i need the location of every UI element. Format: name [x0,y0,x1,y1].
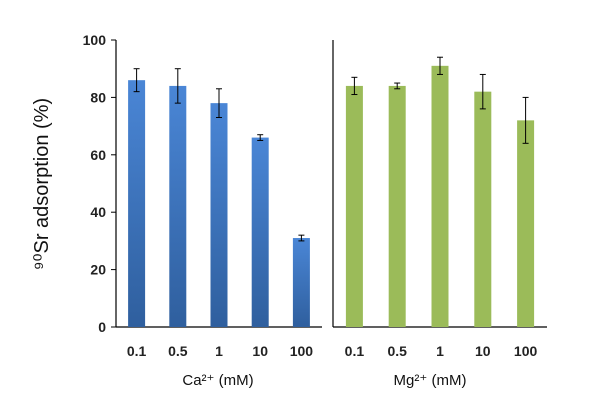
mg-category-label: 0.1 [345,343,365,359]
y-tick-label: 40 [90,204,106,220]
y-tick-label: 20 [90,262,106,278]
ca-category-label: 1 [215,343,223,359]
mg-category-label: 1 [436,343,444,359]
y-tick-label: 0 [98,319,106,335]
ca-bar [210,103,228,327]
mg-category-label: 100 [514,343,538,359]
ca-category-label: 100 [290,343,314,359]
ca-category-label: 0.5 [168,343,188,359]
ca-category-label: 0.1 [127,343,147,359]
y-tick-label: 100 [83,32,107,48]
mg-category-label: 0.5 [387,343,407,359]
mg-bar [431,65,449,327]
ca-bar [251,137,269,327]
mg-bar [474,91,492,327]
y-tick-label: 60 [90,147,106,163]
y-tick-label: 80 [90,89,106,105]
mg-category-label: 10 [475,343,491,359]
mg-axis-label: Mg²⁺ (mM) [394,372,467,389]
ca-axis-label: Ca²⁺ (mM) [182,372,253,389]
mg-bar [388,85,406,327]
ca-category-label: 10 [252,343,268,359]
mg-bar [345,85,363,327]
y-axis-label: ⁹⁰Sr adsorption (%) [31,98,53,270]
ca-bar [128,80,146,328]
ca-bar [292,238,310,327]
mg-bar [517,120,535,327]
ca-bar [169,85,187,327]
